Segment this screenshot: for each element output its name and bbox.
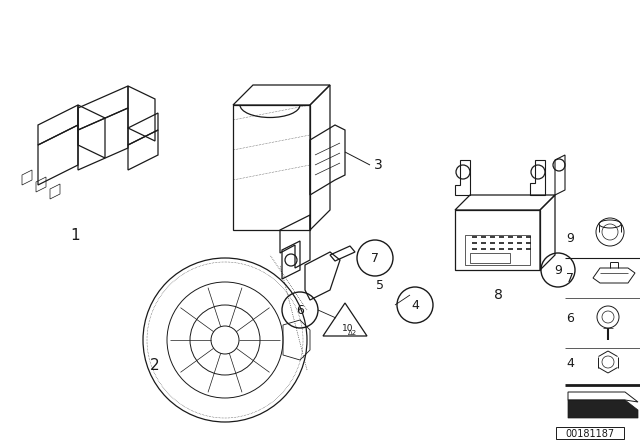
Bar — [556, 427, 624, 439]
Text: 5: 5 — [376, 279, 384, 292]
Text: 3: 3 — [374, 158, 382, 172]
Text: 8: 8 — [493, 288, 502, 302]
Text: 7: 7 — [371, 251, 379, 264]
Text: 10: 10 — [342, 323, 354, 332]
Text: 7: 7 — [566, 271, 574, 284]
Text: 2: 2 — [150, 358, 160, 372]
Text: 6: 6 — [566, 311, 574, 324]
Text: 4: 4 — [411, 298, 419, 311]
Text: 9: 9 — [566, 232, 574, 245]
Text: 00181187: 00181187 — [565, 429, 614, 439]
Text: 9: 9 — [554, 263, 562, 276]
Text: 4: 4 — [566, 357, 574, 370]
Text: 1: 1 — [70, 228, 80, 242]
Text: Δ2: Δ2 — [348, 330, 356, 336]
Polygon shape — [568, 400, 638, 418]
Text: 6: 6 — [296, 303, 304, 316]
